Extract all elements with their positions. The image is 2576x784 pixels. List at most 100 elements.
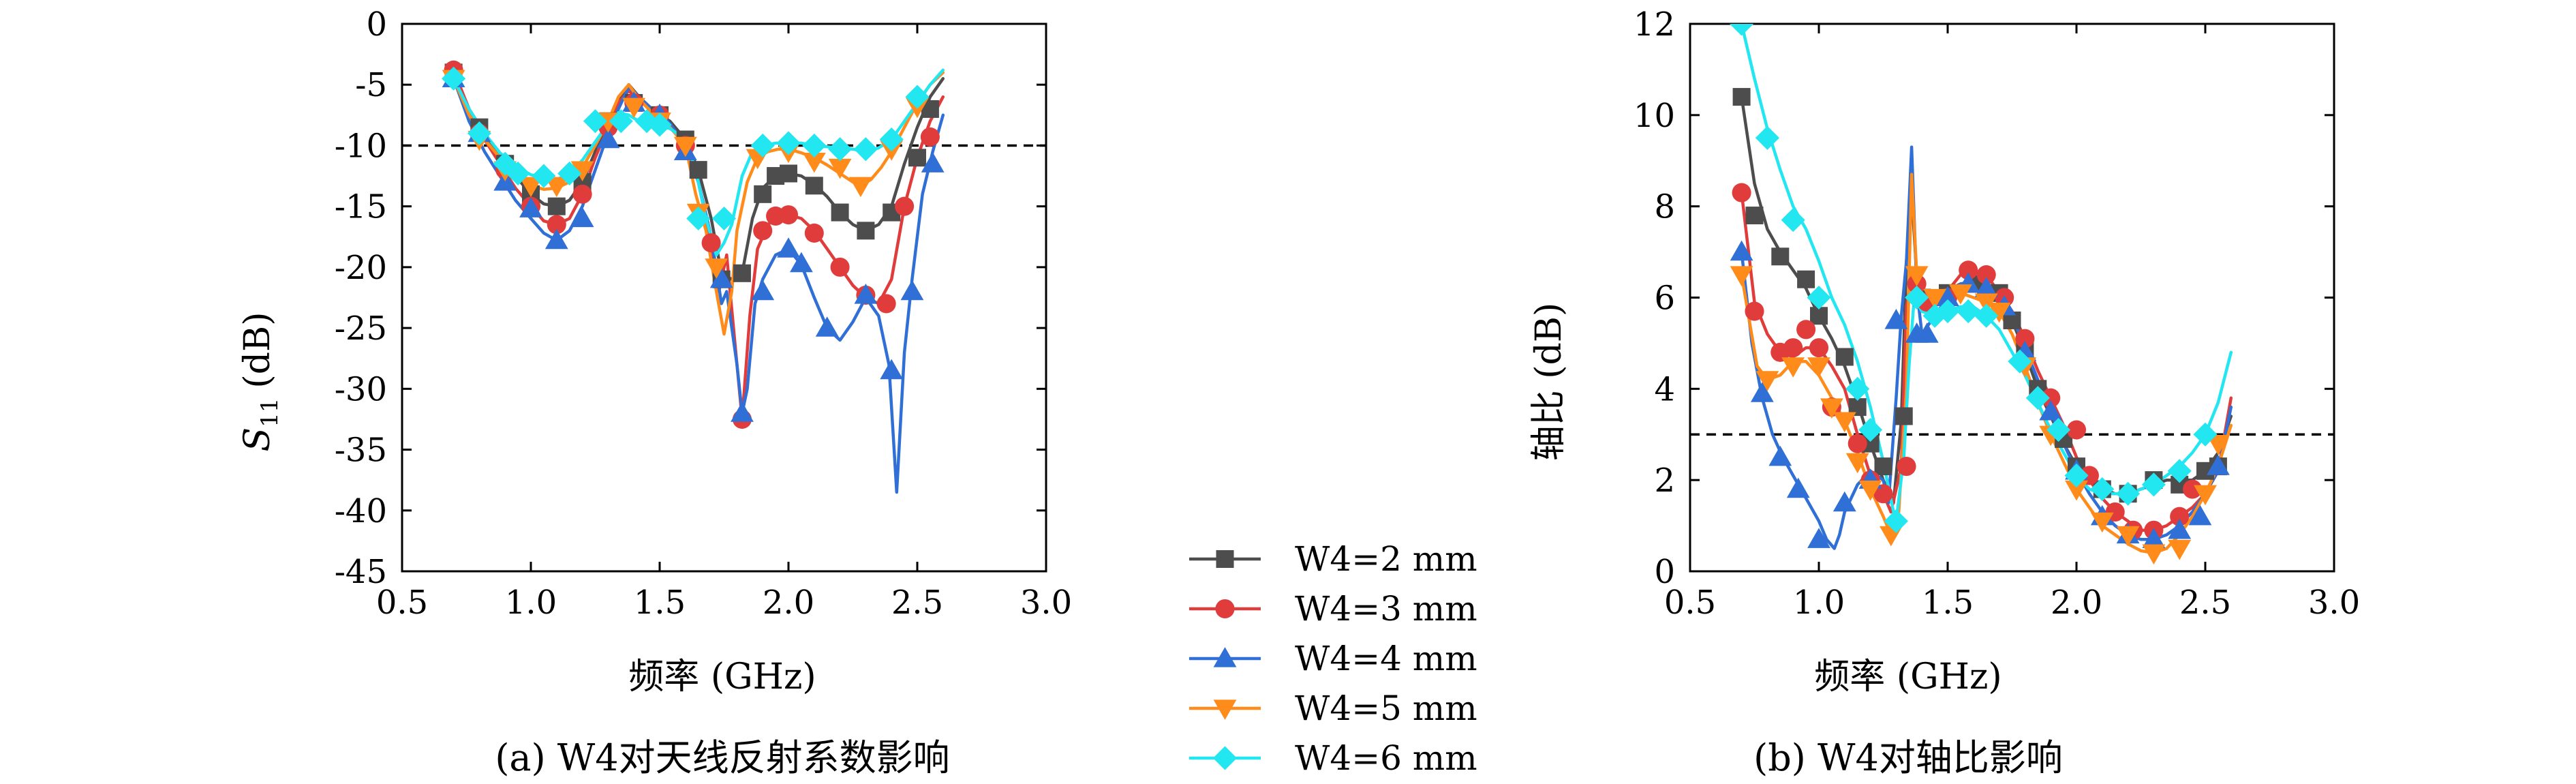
chart-b-data-point-5 bbox=[2046, 418, 2071, 442]
chart-b-data-point-3 bbox=[2207, 455, 2230, 475]
chart-a-data-point-4 bbox=[545, 177, 568, 198]
chart-b-data-point-1 bbox=[1797, 270, 1815, 288]
chart-b-data-point-3 bbox=[1936, 286, 1959, 307]
caption-b: (b) W4对轴比影响 bbox=[1753, 736, 2063, 779]
chart-b-data-point-2 bbox=[1783, 338, 1803, 358]
chart-b-data-point-5 bbox=[2090, 477, 2115, 502]
caption-a: (a) W4对天线反射系数影响 bbox=[495, 736, 949, 779]
chart-b-data-point-4 bbox=[2065, 480, 2088, 501]
chart-b-data-point-4 bbox=[1987, 302, 2011, 323]
chart-b-data-point-1 bbox=[1835, 348, 1854, 366]
chart-a-data-point-1 bbox=[689, 161, 707, 179]
chart-b-data-point-4 bbox=[1807, 357, 1830, 378]
chart-a-y-tick-label: -5 bbox=[355, 66, 387, 104]
chart-b-data-point-3 bbox=[2039, 399, 2063, 421]
y-label-a-sub: 11 bbox=[256, 398, 283, 427]
chart-a-y-tick-label: -35 bbox=[335, 432, 387, 470]
chart-a-data-point-3 bbox=[790, 252, 813, 273]
chart-a-y-tick-label: -40 bbox=[335, 492, 387, 530]
chart-a-data-point-1 bbox=[733, 264, 751, 282]
chart-b-data-point-2 bbox=[1897, 457, 1916, 477]
chart-a-data-point-2 bbox=[753, 221, 773, 241]
chart-a-y-tick-label: 0 bbox=[366, 5, 387, 44]
chart-b-data-point-4 bbox=[1755, 371, 1779, 391]
chart-a-y-tick-label: -45 bbox=[335, 553, 387, 591]
chart-b-y-tick-label: 2 bbox=[1654, 462, 1675, 500]
chart-a-y-tick-label: -20 bbox=[335, 249, 387, 287]
legend-marker-1 bbox=[1216, 550, 1234, 568]
chart-a-data-point-5 bbox=[853, 137, 878, 162]
chart-b-data-point-4 bbox=[2090, 512, 2114, 533]
chart-b-data-point-5 bbox=[1974, 303, 1999, 328]
chart-b-data-point-5 bbox=[1807, 285, 1831, 310]
legend-label-1: W4=2 mm bbox=[1295, 539, 1477, 579]
chart-a-data-point-3 bbox=[570, 207, 594, 228]
chart-b-data-point-5 bbox=[2193, 422, 2218, 447]
chart-a-data-point-4 bbox=[802, 152, 826, 173]
chart-a-data-point-5 bbox=[442, 66, 466, 91]
chart-a-reflection: 0.5 1.0 1.5 2.0 2.5 3.0 0 -5 -10 -15 -20 -25 -30 -35 -… bbox=[335, 5, 1072, 622]
chart-b-data-point-2 bbox=[1959, 260, 1978, 280]
chart-b-data-point-2 bbox=[2066, 420, 2087, 440]
chart-b-data-point-5 bbox=[1858, 418, 1883, 442]
chart-b-data-point-5 bbox=[2116, 481, 2141, 506]
chart-b-data-point-5 bbox=[1781, 208, 1805, 232]
chart-b-data-point-4 bbox=[2116, 526, 2140, 547]
y-label-a-unit: (dB) bbox=[237, 312, 278, 389]
chart-a-data-point-2 bbox=[920, 127, 940, 147]
chart-b-data-point-5 bbox=[1935, 299, 1960, 324]
chart-a-y-tick-label: -30 bbox=[335, 370, 387, 408]
chart-b-axial-ratio: 0.5 1.0 1.5 2.0 2.5 3.0 0 2 4 6 8 10 12 bbox=[1634, 5, 2360, 622]
chart-a-data-point-3 bbox=[545, 228, 568, 250]
chart-b-data-point-4 bbox=[2142, 544, 2166, 565]
chart-a-data-point-3 bbox=[596, 127, 620, 149]
chart-b-x-tick-label: 1.5 bbox=[1922, 584, 1974, 622]
chart-b-data-point-4 bbox=[1923, 288, 1946, 310]
chart-a-data-point-4 bbox=[848, 177, 872, 198]
chart-b-data-point-2 bbox=[2015, 329, 2035, 348]
chart-a-data-point-5 bbox=[776, 131, 801, 155]
legend-label-4: W4=5 mm bbox=[1295, 689, 1477, 728]
chart-b-data-point-5 bbox=[2167, 459, 2192, 483]
chart-a-y-tick-label: -15 bbox=[335, 188, 387, 226]
chart-a-data-point-2 bbox=[572, 184, 592, 204]
chart-b-data-point-4 bbox=[2207, 434, 2230, 455]
chart-a-data-point-5 bbox=[583, 109, 608, 134]
legend-label-5: W4=6 mm bbox=[1295, 738, 1477, 778]
chart-b-data-point-3 bbox=[1730, 240, 1753, 261]
chart-b-data-point-2 bbox=[1796, 320, 1816, 340]
chart-b-data-point-2 bbox=[2183, 479, 2203, 499]
chart-b-data-point-2 bbox=[1732, 183, 1751, 202]
chart-a-data-point-2 bbox=[804, 223, 824, 243]
chart-a-x-tick-label: 2.5 bbox=[891, 584, 943, 622]
chart-a-data-point-5 bbox=[711, 206, 737, 231]
chart-b-data-point-5 bbox=[1755, 125, 1779, 150]
chart-a-data-point-3 bbox=[921, 152, 945, 172]
chart-a-data-point-3 bbox=[777, 237, 800, 258]
chart-a-y-tick-label: -25 bbox=[335, 310, 387, 348]
chart-b-data-point-1 bbox=[1771, 247, 1790, 266]
chart-b-data-point-5 bbox=[1884, 509, 1908, 533]
chart-a-data-point-5 bbox=[609, 109, 633, 134]
legend-marker-2 bbox=[1215, 599, 1235, 619]
chart-b-data-point-3 bbox=[1833, 491, 1856, 512]
chart-a-data-point-1 bbox=[754, 185, 772, 203]
chart-b-data-point-2 bbox=[2041, 388, 2061, 408]
chart-b-data-point-5 bbox=[1845, 376, 1870, 401]
chart-a-data-point-5 bbox=[506, 161, 530, 186]
chart-a-data-point-3 bbox=[751, 280, 775, 301]
chart-b-data-point-4 bbox=[2168, 539, 2192, 560]
chart-a-x-tick-label: 2.0 bbox=[763, 584, 814, 622]
y-label-a-main: S bbox=[237, 427, 278, 452]
chart-a-series-line-2 bbox=[452, 68, 945, 421]
chart-a-data-point-4 bbox=[622, 97, 646, 119]
chart-a-data-point-3 bbox=[709, 267, 733, 288]
chart-b-data-point-3 bbox=[1768, 445, 1792, 466]
chart-a-data-point-2 bbox=[876, 294, 896, 314]
chart-b-data-point-5 bbox=[1730, 24, 1754, 36]
chart-a-data-point-5 bbox=[802, 133, 827, 157]
chart-a-data-point-5 bbox=[532, 164, 556, 188]
chart-b-y-tick-label: 6 bbox=[1654, 280, 1675, 318]
chart-a-data-point-2 bbox=[895, 196, 915, 216]
chart-a-data-point-1 bbox=[780, 164, 797, 183]
